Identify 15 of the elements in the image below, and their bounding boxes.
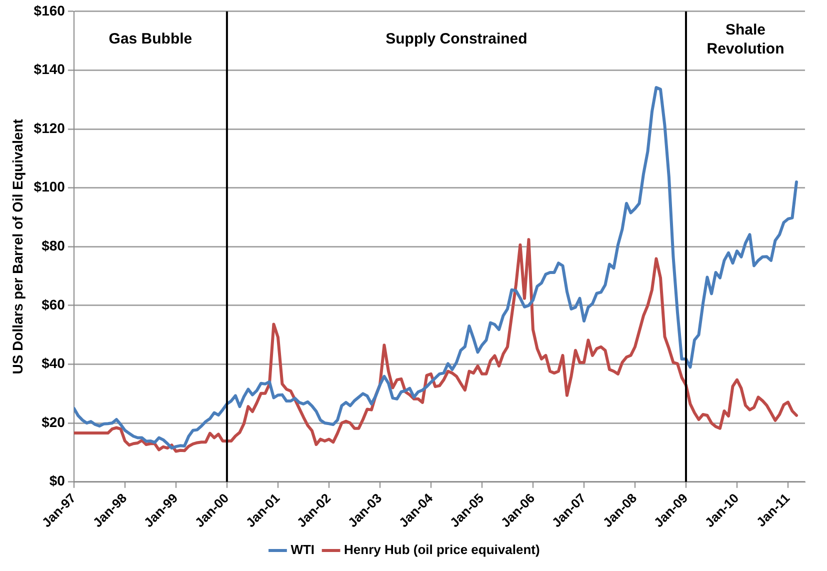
y-tick-label: $40 xyxy=(42,355,66,372)
y-axis-title: US Dollars per Barrel of Oil Equivalent xyxy=(9,118,26,374)
y-tick-label: $120 xyxy=(34,120,66,136)
annotation: Shale Revolution xyxy=(706,22,784,58)
legend-label: Henry Hub (oil price equivalent) xyxy=(344,542,540,558)
y-tick-label: $80 xyxy=(42,237,66,254)
y-tick-label: $60 xyxy=(42,296,66,312)
legend-label: WTI xyxy=(290,542,315,558)
y-tick-label: $140 xyxy=(34,61,66,78)
annotation: Supply Constrained xyxy=(386,30,528,48)
y-tick-label: $100 xyxy=(34,178,66,195)
y-tick-label: $0 xyxy=(49,472,66,489)
annotation: Gas Bubble xyxy=(108,30,192,48)
y-tick-label: $20 xyxy=(42,414,66,430)
y-tick-label: $160 xyxy=(34,2,66,18)
